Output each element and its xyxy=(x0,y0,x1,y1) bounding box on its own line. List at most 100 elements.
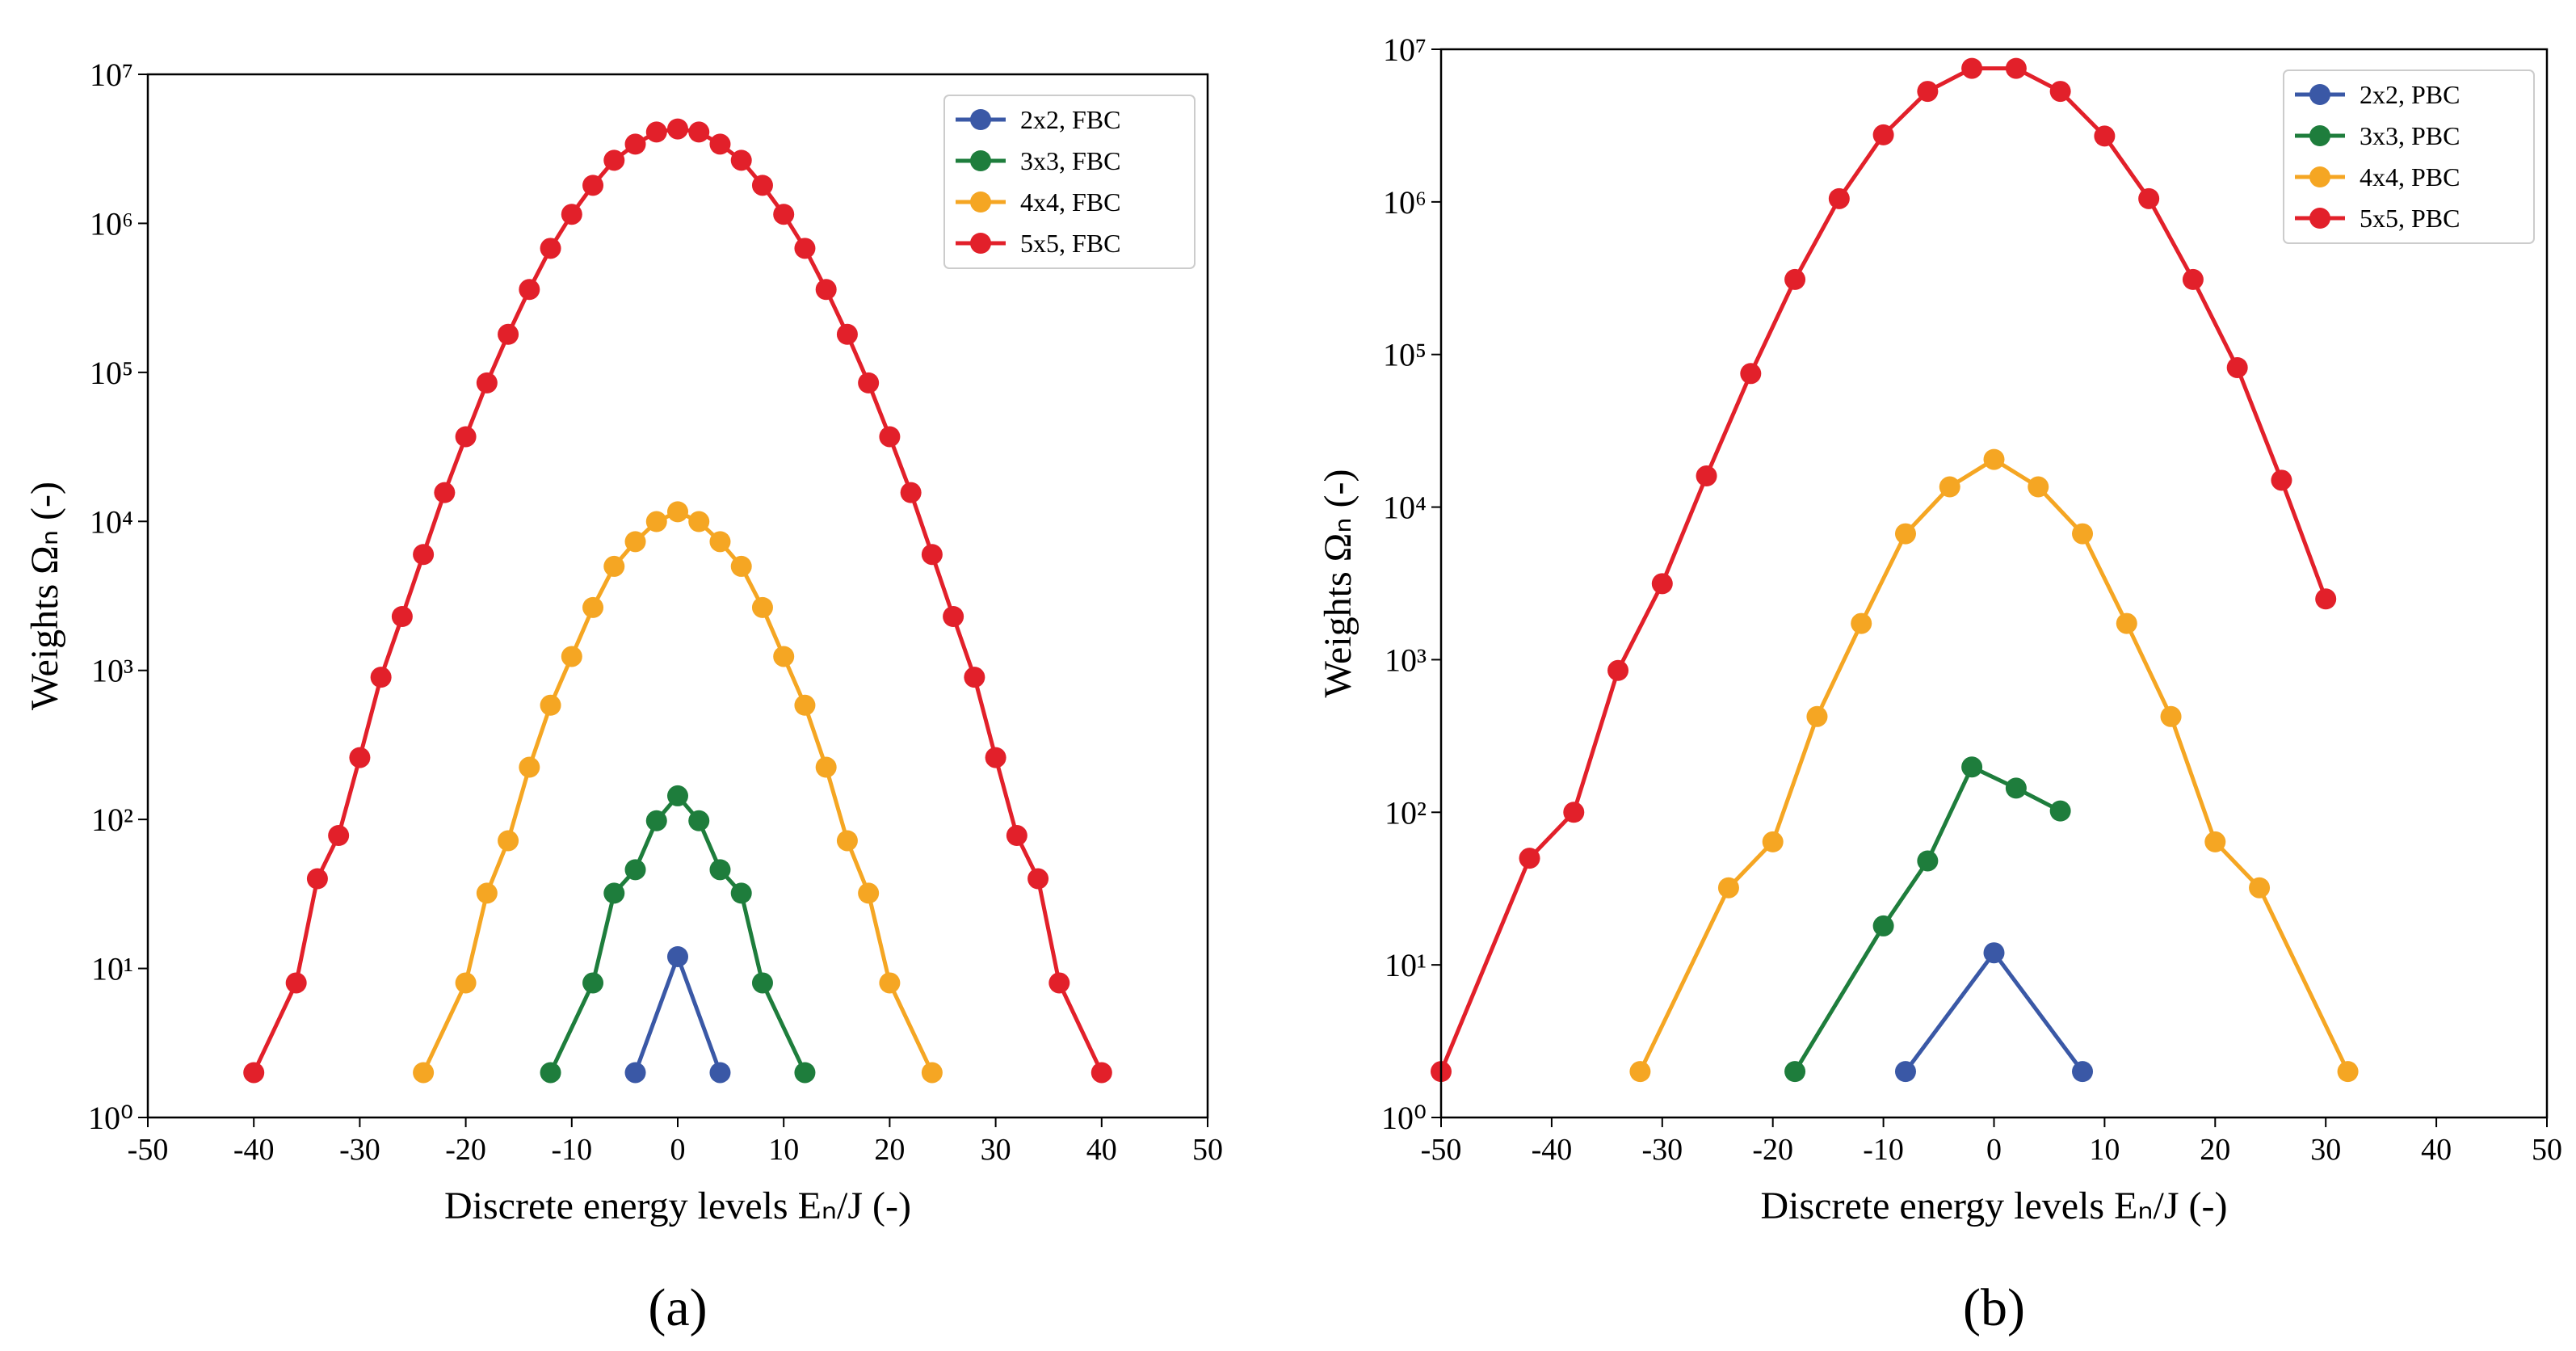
series-line xyxy=(251,127,1104,1074)
legend-label: 2x2, FBC xyxy=(1020,105,1120,134)
marker xyxy=(370,667,392,688)
legend-box xyxy=(943,95,1196,269)
x-tick-label: -20 xyxy=(445,1133,486,1167)
x-tick-label: 50 xyxy=(1192,1133,1223,1167)
marker xyxy=(858,372,880,394)
x-tick-label: 10 xyxy=(2089,1133,2120,1167)
marker xyxy=(519,756,540,778)
marker xyxy=(1027,868,1049,890)
marker xyxy=(943,606,964,628)
marker xyxy=(413,544,435,566)
marker xyxy=(1629,1061,1651,1083)
legend-label: 4x4, PBC xyxy=(2360,162,2460,191)
legend-marker xyxy=(970,191,991,213)
legend-marker xyxy=(970,109,991,130)
marker xyxy=(2049,800,2071,822)
marker xyxy=(2072,1061,2094,1083)
marker xyxy=(2094,125,2116,147)
marker xyxy=(2315,588,2337,610)
y-tick-label: 10¹ xyxy=(1385,947,1427,983)
panel-label: (b) xyxy=(1963,1278,2025,1337)
legend-marker xyxy=(2309,166,2330,187)
marker xyxy=(794,1062,816,1084)
marker xyxy=(1563,802,1585,823)
marker xyxy=(815,756,837,778)
marker xyxy=(2226,356,2248,378)
marker xyxy=(582,972,604,994)
marker xyxy=(921,544,943,566)
legend-label: 5x5, PBC xyxy=(2360,204,2460,233)
marker xyxy=(985,747,1006,768)
y-axis-label: Weights Ωₙ (-) xyxy=(1317,469,1359,698)
marker xyxy=(709,133,731,155)
marker xyxy=(540,694,561,716)
marker xyxy=(688,511,710,532)
marker xyxy=(1740,363,1762,385)
marker xyxy=(879,426,901,448)
marker xyxy=(540,1062,561,1084)
series-line xyxy=(1439,66,2328,1073)
marker xyxy=(413,1062,435,1084)
marker xyxy=(879,972,901,994)
x-tick-label: 40 xyxy=(2421,1133,2452,1167)
legend-label: 4x4, FBC xyxy=(1020,187,1120,217)
marker xyxy=(645,121,667,143)
marker xyxy=(730,149,752,171)
marker xyxy=(498,323,519,345)
y-tick-label: 10⁷ xyxy=(90,57,133,93)
y-tick-label: 10⁰ xyxy=(1381,1100,1427,1136)
marker xyxy=(455,972,477,994)
marker xyxy=(2182,268,2204,290)
legend-box xyxy=(2283,69,2535,244)
marker xyxy=(476,882,498,904)
legend-marker xyxy=(970,233,991,254)
marker xyxy=(2337,1061,2359,1083)
axes-frame xyxy=(146,73,1209,1119)
y-tick-label: 10³ xyxy=(91,653,133,689)
marker xyxy=(688,810,710,831)
marker xyxy=(624,133,646,155)
marker xyxy=(836,323,858,345)
series-layer xyxy=(243,118,1112,1084)
marker xyxy=(2072,523,2094,545)
legend-marker xyxy=(970,150,991,171)
marker xyxy=(624,1062,646,1084)
y-tick-label: 10⁰ xyxy=(88,1100,133,1136)
marker xyxy=(1784,1061,1806,1083)
marker xyxy=(773,646,795,667)
marker xyxy=(2049,81,2071,103)
series-line xyxy=(633,950,722,1074)
marker xyxy=(582,175,604,196)
marker xyxy=(1519,848,1540,869)
marker xyxy=(540,238,561,259)
panel: -50 -40 -30 -20 -10 0 10 20 30 40 50 10⁰ 10¹ 10² 10³ 10… xyxy=(1317,32,2562,1337)
y-tick-label: 10⁴ xyxy=(1383,490,1427,526)
marker xyxy=(1851,612,1872,634)
legend-label: 2x2, PBC xyxy=(2360,80,2460,109)
marker xyxy=(2116,612,2137,634)
x-tick-label: -10 xyxy=(1863,1133,1904,1167)
marker xyxy=(285,972,307,994)
x-tick-label: 40 xyxy=(1086,1133,1117,1167)
marker xyxy=(1090,1062,1112,1084)
marker xyxy=(794,238,816,259)
marker xyxy=(858,882,880,904)
legend-marker xyxy=(2309,84,2330,105)
x-tick-label: -50 xyxy=(1421,1133,1462,1167)
marker xyxy=(1983,942,2005,964)
marker xyxy=(900,482,922,503)
series-line xyxy=(1638,457,2350,1073)
marker xyxy=(1917,850,1939,872)
marker xyxy=(667,118,688,140)
y-tick-label: 10⁷ xyxy=(1383,32,1427,68)
marker xyxy=(1048,972,1070,994)
x-tick-label: -20 xyxy=(1752,1133,1793,1167)
marker xyxy=(1651,573,1673,595)
marker xyxy=(667,785,688,806)
y-tick-label: 10² xyxy=(1385,794,1427,831)
marker xyxy=(2271,469,2292,491)
marker xyxy=(1717,877,1739,899)
marker xyxy=(1983,448,2005,470)
marker xyxy=(306,868,328,890)
